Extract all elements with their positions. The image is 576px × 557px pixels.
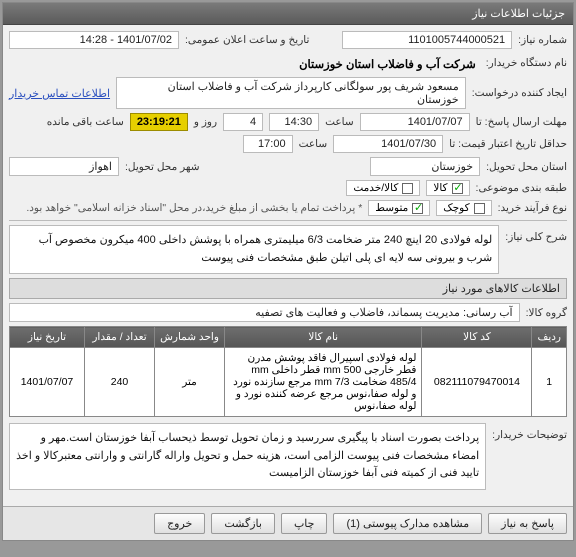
payment-note: * پرداخت تمام یا بخشی از مبلغ خرید،در مح… — [26, 202, 362, 214]
purchase-small-text: کوچک — [443, 202, 469, 214]
group-label: گروه کالا: — [526, 307, 567, 319]
need-number-field: 1101005744000521 — [342, 31, 512, 49]
th-code: کد کالا — [422, 327, 532, 348]
buyer-notes-label: توضیحات خریدار: — [492, 423, 567, 441]
th-qty: تعداد / مقدار — [85, 327, 155, 348]
exit-button[interactable]: خروج — [154, 513, 205, 534]
countdown-timer: 23:19:21 — [130, 113, 188, 131]
return-button[interactable]: بازگشت — [211, 513, 275, 534]
th-name: نام کالا — [225, 327, 422, 348]
buyer-notes-text: پرداخت بصورت اسناد با پیگیری سررسید و زم… — [9, 423, 486, 490]
announce-field: 1401/07/02 - 14:28 — [9, 31, 179, 49]
city-label: شهر محل تحویل: — [125, 161, 200, 173]
table-header-row: ردیف کد کالا نام کالا واحد شمارش تعداد /… — [10, 327, 567, 348]
province-field: خوزستان — [370, 157, 480, 176]
need-desc-text: لوله فولادی 20 اینچ 240 متر ضخامت 6/3 می… — [9, 225, 499, 274]
creator-field: مسعود شریف پور سولگانی کارپرداز شرکت آب … — [116, 77, 466, 109]
th-idx: ردیف — [532, 327, 567, 348]
purchase-medium-text: متوسط — [375, 202, 408, 214]
th-date: تاریخ نیاز — [10, 327, 85, 348]
requester-name: شرکت آب و فاضلاب استان خوزستان — [295, 53, 480, 73]
class-service-text: کالا/خدمت — [353, 182, 398, 194]
requester-label: نام دستگاه خریدار: — [486, 57, 567, 69]
creator-label: ایجاد کننده درخواست: — [472, 87, 567, 99]
panel-body: شماره نیاز: 1101005744000521 تاریخ و ساع… — [3, 25, 573, 500]
purchase-type-label: نوع فرآیند خرید: — [498, 202, 567, 214]
cell-date: 1401/07/07 — [10, 348, 85, 417]
details-panel: جزئیات اطلاعات نیاز شماره نیاز: 11010057… — [2, 2, 574, 541]
class-goods-text: کالا — [433, 182, 447, 194]
cell-name: لوله فولادی اسپیرال فاقد پوشش مدرن قطر خ… — [225, 348, 422, 417]
cell-code: 082111079470014 — [422, 348, 532, 417]
days-label: روز و — [194, 116, 217, 128]
purchase-small: کوچک — [436, 200, 491, 216]
deadline-time: 14:30 — [269, 113, 319, 131]
validity-time: 17:00 — [243, 135, 293, 153]
items-table: ردیف کد کالا نام کالا واحد شمارش تعداد /… — [9, 326, 567, 417]
panel-title: جزئیات اطلاعات نیاز — [3, 3, 573, 25]
check-icon — [452, 183, 463, 194]
class-goods: کالا — [426, 180, 469, 196]
print-button[interactable]: چاپ — [281, 513, 328, 534]
days-remaining: 4 — [223, 113, 263, 131]
group-field: آب رسانی: مدیریت پسماند، فاضلاب و فعالیت… — [9, 303, 520, 322]
cell-unit: متر — [155, 348, 225, 417]
respond-button[interactable]: پاسخ به نیاز — [488, 513, 567, 534]
need-number-label: شماره نیاز: — [518, 34, 567, 46]
countdown-suffix: ساعت باقی مانده — [47, 116, 124, 128]
deadline-date: 1401/07/07 — [360, 113, 470, 131]
purchase-medium: متوسط — [368, 200, 430, 216]
time-label-2: ساعت — [299, 138, 328, 150]
button-bar: پاسخ به نیاز مشاهده مدارک پیوستی (1) چاپ… — [3, 506, 573, 540]
announce-label: تاریخ و ساعت اعلان عمومی: — [185, 34, 309, 46]
province-label: استان محل تحویل: — [486, 161, 567, 173]
cell-idx: 1 — [532, 348, 567, 417]
deadline-label: مهلت ارسال پاسخ: تا — [476, 116, 567, 128]
need-desc-label: شرح کلی نیاز: — [505, 225, 567, 243]
class-service: کالا/خدمت — [346, 180, 420, 196]
contact-link[interactable]: اطلاعات تماس خریدار — [9, 87, 110, 100]
time-label-1: ساعت — [325, 116, 354, 128]
check-icon-off2 — [474, 203, 485, 214]
city-field: اهواز — [9, 157, 119, 176]
th-unit: واحد شمارش — [155, 327, 225, 348]
subject-class-label: طبقه بندی موضوعی: — [476, 182, 567, 194]
validity-label: حداقل تاریخ اعتبار قیمت: تا — [449, 138, 567, 150]
attachments-button[interactable]: مشاهده مدارک پیوستی (1) — [333, 513, 482, 534]
validity-date: 1401/07/30 — [333, 135, 443, 153]
check-icon-on2 — [412, 203, 423, 214]
table-row[interactable]: 1 082111079470014 لوله فولادی اسپیرال فا… — [10, 348, 567, 417]
cell-qty: 240 — [85, 348, 155, 417]
items-section-header: اطلاعات کالاهای مورد نیاز — [9, 278, 567, 299]
check-icon-off — [402, 183, 413, 194]
